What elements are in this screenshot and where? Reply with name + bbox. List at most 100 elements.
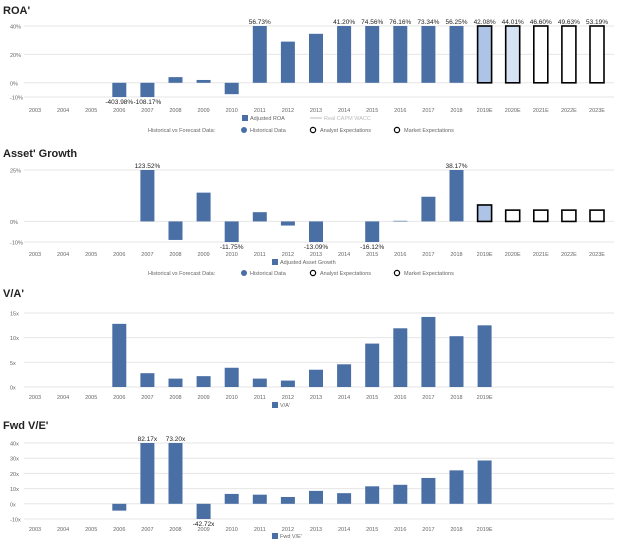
x-tick-label: 2022E <box>561 108 577 114</box>
x-tick-label: 2009 <box>197 395 209 401</box>
x-tick-label: 2018 <box>450 108 462 114</box>
x-tick-label: 2014 <box>338 252 350 258</box>
x-tick-label: 2017 <box>422 108 434 114</box>
x-tick-label: 2007 <box>141 108 153 114</box>
x-tick-label: 2018 <box>450 395 462 401</box>
x-tick-label: 2004 <box>57 252 69 258</box>
x-tick-label: 2013 <box>310 395 322 401</box>
bar-2009 <box>196 192 211 222</box>
bar-2010 <box>224 367 239 387</box>
bar-2020E <box>504 209 521 223</box>
bar-2015 <box>365 343 380 387</box>
data-label: 56.73% <box>249 19 271 26</box>
chart-title: ROA' <box>3 5 30 17</box>
bar-2020E <box>504 25 521 84</box>
x-tick-label: 2006 <box>113 527 125 533</box>
x-tick-label: 2021E <box>533 108 549 114</box>
data-label: 38.17% <box>445 163 467 170</box>
bar-2017 <box>421 26 436 83</box>
legend-swatch <box>272 402 278 408</box>
x-tick-label: 2010 <box>226 395 238 401</box>
bar-2008 <box>168 378 183 387</box>
x-tick-label: 2009 <box>197 252 209 258</box>
bar-2018 <box>449 470 464 504</box>
y-tick-label: 10x <box>10 336 19 342</box>
analyst-circle-icon <box>309 269 317 277</box>
bar-2012 <box>280 41 295 83</box>
data-label: 44.01% <box>502 19 524 26</box>
x-tick-label: 2018 <box>450 527 462 533</box>
x-tick-label: 2003 <box>29 527 41 533</box>
x-tick-label: 2006 <box>113 108 125 114</box>
bar-2007 <box>140 82 155 97</box>
bar-2022E <box>561 209 577 223</box>
x-tick-label: 2023E <box>589 252 605 258</box>
x-tick-label: 2013 <box>310 527 322 533</box>
legend-label: Adjusted ROA <box>250 116 285 122</box>
data-label: -42.72x <box>193 521 215 528</box>
x-tick-label: 2022E <box>561 252 577 258</box>
data-label: -11.75% <box>220 244 244 251</box>
y-tick-label: 40x <box>10 442 19 448</box>
bar-2008 <box>168 443 183 504</box>
forecast-legend-title: Historical vs Forecast Data: <box>148 128 216 134</box>
legend-swatch <box>272 533 278 539</box>
x-tick-label: 2008 <box>169 252 181 258</box>
bar-2018 <box>449 26 464 83</box>
bar-2016 <box>393 484 408 504</box>
data-label: -16.12% <box>360 244 384 251</box>
x-tick-label: 2012 <box>282 252 294 258</box>
bar-2023E <box>589 209 605 223</box>
legend-swatch <box>272 259 278 265</box>
x-tick-label: 2005 <box>85 527 97 533</box>
x-tick-label: 2011 <box>254 108 266 114</box>
bar-2015 <box>365 486 380 504</box>
bar-2011 <box>252 494 267 504</box>
data-label: 56.25% <box>445 19 467 26</box>
y-tick-label: 10x <box>10 487 19 493</box>
x-tick-label: 2010 <box>226 252 238 258</box>
y-tick-label: 30x <box>10 457 19 463</box>
bar-2018 <box>449 336 464 387</box>
x-tick-label: 2005 <box>85 395 97 401</box>
x-tick-label: 2016 <box>394 527 406 533</box>
x-tick-label: 2014 <box>338 395 350 401</box>
historical-dot-icon <box>241 270 247 276</box>
x-tick-label: 2003 <box>29 108 41 114</box>
x-tick-label: 2018 <box>450 252 462 258</box>
bar-2013 <box>309 221 323 242</box>
legend-swatch <box>242 115 248 121</box>
data-label: -13.09% <box>304 244 328 251</box>
bar-2019E <box>476 25 493 84</box>
y-tick-label: 0x <box>10 386 16 392</box>
bar-2007 <box>140 170 155 222</box>
y-tick-label: 20x <box>10 472 19 478</box>
bar-2006 <box>112 503 127 511</box>
y-tick-label: 5x <box>10 361 16 367</box>
bar-2010 <box>224 82 239 95</box>
x-tick-label: 2009 <box>197 527 209 533</box>
chart-panel-0: ROA' -10% 0% 20% 40% -403.98% -108.17% 56.73% 41… <box>3 5 614 134</box>
historical-dot-icon <box>241 127 247 133</box>
forecast-legend-analyst: Analyst Expectations <box>320 128 371 134</box>
chart-title: Asset' Growth <box>3 148 77 160</box>
market-circle-icon <box>393 269 401 277</box>
chart-title: Fwd V/E' <box>3 420 49 432</box>
data-label: 49.63% <box>558 19 580 26</box>
bar-2019E <box>477 460 492 504</box>
x-tick-label: 2008 <box>169 527 181 533</box>
forecast-legend-historical: Historical Data <box>250 271 287 277</box>
bar-2007 <box>140 373 155 387</box>
bar-2019E <box>477 325 492 387</box>
bar-2007 <box>140 443 155 504</box>
y-tick-label: -10% <box>10 96 23 102</box>
data-label: 46.60% <box>530 19 552 26</box>
data-label: 82.17x <box>138 436 158 443</box>
x-tick-label: 2005 <box>85 108 97 114</box>
bar-2016 <box>393 220 408 222</box>
forecast-legend-market: Market Expectations <box>404 128 454 134</box>
x-tick-label: 2020E <box>505 252 521 258</box>
x-tick-label: 2011 <box>254 252 266 258</box>
x-tick-label: 2010 <box>226 527 238 533</box>
bar-2011 <box>252 378 267 387</box>
